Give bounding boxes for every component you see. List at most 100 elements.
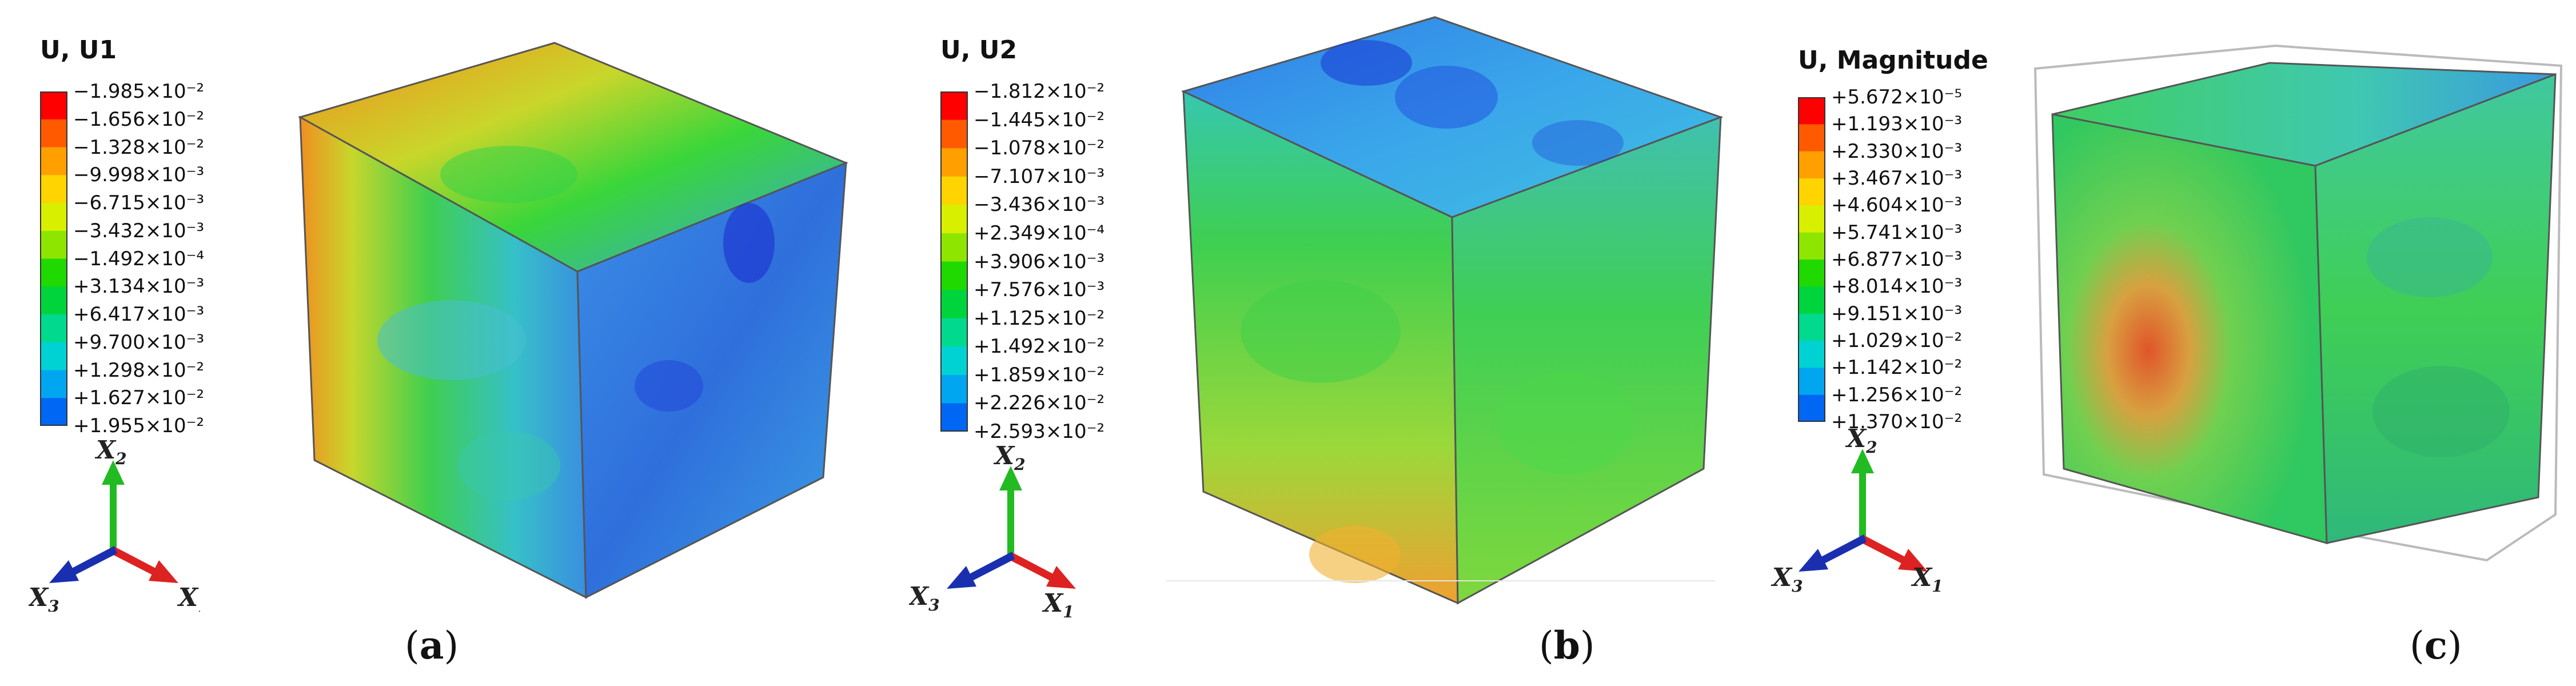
panel-a: U, U1 X2 X1 X3 bbox=[0, 0, 858, 686]
x1-axis-label: X1 bbox=[1911, 563, 1943, 596]
undeformed-outline bbox=[2033, 44, 2563, 562]
legend-tick-label: +2.330×10⁻³ bbox=[1831, 139, 1963, 163]
color-band bbox=[1798, 394, 1825, 422]
divider bbox=[1166, 580, 1715, 581]
color-band bbox=[1798, 341, 1825, 368]
legend-tick-label: +2.593×10⁻² bbox=[974, 420, 1105, 443]
legend-tick-label: +6.417×10⁻³ bbox=[73, 303, 205, 326]
legend-tick-label: +2.349×10⁻⁴ bbox=[974, 221, 1105, 245]
legend-tick-label: +4.604×10⁻³ bbox=[1831, 194, 1963, 217]
color-band bbox=[1798, 205, 1825, 233]
color-scale-bar bbox=[40, 91, 67, 426]
color-band bbox=[40, 91, 67, 120]
x3-axis-label: X3 bbox=[29, 583, 59, 612]
legend-tick-label: +1.125×10⁻² bbox=[974, 306, 1105, 330]
legend-tick-label: −1.078×10⁻² bbox=[974, 137, 1105, 160]
color-band bbox=[40, 314, 67, 343]
x1-axis-label: X1 bbox=[177, 583, 200, 612]
x1-axis-arrow bbox=[1008, 552, 1076, 589]
legend-tick-label: +1.627×10⁻² bbox=[73, 386, 205, 410]
color-band bbox=[40, 398, 67, 426]
x1-axis-arrow bbox=[110, 546, 178, 583]
legend-tick-label: −1.328×10⁻² bbox=[73, 135, 205, 159]
color-band bbox=[40, 147, 67, 176]
legend-tick-label: +1.955×10⁻² bbox=[73, 414, 205, 437]
x3-axis-label: X3 bbox=[909, 582, 940, 615]
color-band bbox=[940, 290, 968, 319]
color-band bbox=[940, 318, 968, 347]
color-band bbox=[40, 203, 67, 232]
color-band bbox=[940, 148, 968, 177]
legend-tick-label: +1.142×10⁻² bbox=[1831, 356, 1963, 380]
color-scale-bar bbox=[1798, 97, 1825, 422]
panel-caption: (a) bbox=[405, 623, 459, 668]
color-band bbox=[40, 370, 67, 398]
legend-tick-label: +3.467×10⁻³ bbox=[1831, 167, 1963, 190]
legend-tick-label: +1.298×10⁻² bbox=[73, 358, 205, 382]
legend-tick-label: −1.656×10⁻² bbox=[73, 107, 205, 131]
legend-tick-label: −3.432×10⁻³ bbox=[73, 219, 205, 242]
legend-tick-label: −1.812×10⁻² bbox=[974, 80, 1105, 103]
color-band bbox=[940, 205, 968, 234]
legend-tick-label: +9.151×10⁻³ bbox=[1831, 302, 1963, 325]
legend-tick-label: +1.859×10⁻² bbox=[974, 363, 1105, 386]
color-band bbox=[40, 230, 67, 259]
cube-contour-u1 bbox=[298, 42, 848, 599]
x1-axis-arrow bbox=[1860, 535, 1928, 572]
color-band bbox=[1798, 313, 1825, 341]
legend-tick-label: −3.436×10⁻³ bbox=[974, 193, 1105, 217]
x3-axis-arrow bbox=[1799, 535, 1867, 572]
x2-axis-label: X2 bbox=[1845, 429, 1877, 457]
legend-tick-label: +8.014×10⁻³ bbox=[1831, 275, 1963, 298]
color-band bbox=[1798, 178, 1825, 206]
legend-tick-label: +2.226×10⁻² bbox=[974, 392, 1105, 415]
legend-tick-label: +1.256×10⁻² bbox=[1831, 383, 1963, 406]
legend-tick-label: +6.877×10⁻³ bbox=[1831, 248, 1963, 271]
legend-tick-label: −6.715×10⁻³ bbox=[73, 192, 205, 214]
color-band bbox=[1798, 260, 1825, 287]
cube-contour-magnitude bbox=[2033, 44, 2563, 562]
color-band bbox=[940, 119, 968, 149]
color-band bbox=[40, 119, 67, 147]
x2-axis-arrow bbox=[1851, 449, 1874, 537]
coordinate-triad: X2 X1 X3 bbox=[1770, 429, 1943, 596]
color-band bbox=[1798, 286, 1825, 314]
color-band bbox=[1798, 151, 1825, 179]
legend-tick-label: +1.370×10⁻² bbox=[1831, 410, 1963, 433]
coordinate-triad: X2 X1 X3 bbox=[909, 446, 1076, 617]
color-band bbox=[40, 175, 67, 204]
x1-axis-label: X1 bbox=[1042, 589, 1074, 617]
legend-tick-label: +3.134×10⁻³ bbox=[73, 275, 205, 298]
legend-tick-label: +7.576×10⁻³ bbox=[974, 278, 1105, 302]
x2-axis-arrow bbox=[999, 466, 1022, 555]
x2-axis-label: X2 bbox=[94, 440, 127, 468]
color-band bbox=[940, 261, 968, 290]
color-band bbox=[940, 374, 968, 404]
color-band bbox=[1798, 97, 1825, 125]
x3-axis-label: X3 bbox=[1770, 563, 1803, 596]
color-band bbox=[940, 403, 968, 432]
legend-tick-label: +5.672×10⁻⁵ bbox=[1831, 86, 1963, 109]
color-band bbox=[40, 258, 67, 287]
color-band bbox=[940, 176, 968, 205]
color-band bbox=[940, 346, 968, 376]
coordinate-triad: X2 X1 X3 bbox=[29, 440, 200, 612]
x2-axis-label: X2 bbox=[993, 446, 1026, 474]
legend-title: U, Magnitude bbox=[1798, 46, 1988, 75]
legend-tick-label: −9.998×10⁻³ bbox=[73, 163, 205, 187]
legend-tick-label: +1.492×10⁻² bbox=[974, 335, 1105, 358]
legend-tick-label: +1.029×10⁻² bbox=[1831, 329, 1963, 352]
panel-caption: (c) bbox=[2410, 623, 2462, 668]
panel-b: U, U2 X2 X1 X3 bbox=[858, 0, 1732, 686]
legend-title: U, U1 bbox=[40, 35, 117, 65]
legend-tick-label: +9.700×10⁻³ bbox=[73, 330, 205, 354]
legend-tick-label: −1.985×10⁻² bbox=[73, 80, 205, 103]
legend-title: U, U2 bbox=[940, 35, 1018, 65]
legend-tick-label: −7.107×10⁻³ bbox=[974, 165, 1105, 188]
legend-tick-label: +3.906×10⁻³ bbox=[974, 250, 1105, 273]
color-band bbox=[940, 233, 968, 262]
color-band bbox=[1798, 368, 1825, 396]
legend-tick-label: −1.492×10⁻⁴ bbox=[73, 247, 205, 270]
color-band bbox=[40, 342, 67, 370]
